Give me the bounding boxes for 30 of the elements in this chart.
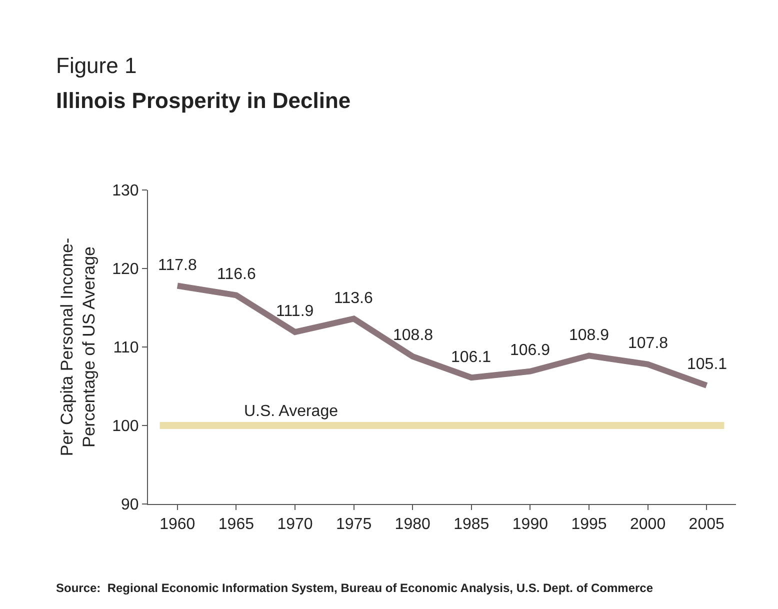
y-tick-label: 130 [112,182,139,200]
x-tick-label: 1970 [277,516,313,534]
y-tick-label: 90 [121,496,139,514]
data-label: 117.8 [158,257,197,274]
chart-title: Figure 1 [56,53,137,78]
x-tick-label: 1980 [394,516,430,534]
data-label: 116.6 [217,266,256,283]
x-tick-label: 1995 [571,516,607,534]
x-tick-label: 1965 [218,516,254,534]
data-label: 107.8 [628,335,668,352]
x-tick-label: 1990 [512,516,548,534]
ref-line-label: U.S. Average [244,403,338,420]
data-label: 108.9 [569,327,610,344]
data-label: 113.6 [334,290,373,307]
x-tick-label: 2000 [630,516,666,534]
x-tick-label: 2005 [688,516,724,534]
x-tick-label: 1975 [336,516,372,534]
source-note: Source: Regional Economic Information System, Bureau of Economic Analysis, U.S. Dept. of Commerce [56,581,654,595]
y-tick-label: 110 [113,340,139,357]
x-tick-label: 1960 [160,516,196,534]
data-label: 108.8 [393,327,434,344]
data-label: 106.1 [451,349,492,366]
chart-subtitle: Illinois Prosperity in Decline [56,88,351,113]
data-label: 105.1 [687,356,728,373]
data-label: 106.9 [510,342,550,359]
y-axis-title: Per Capita Personal Income- Percentage of US Average [58,238,99,456]
x-tick-label: 1985 [454,516,490,534]
y-tick-label: 100 [112,418,139,436]
y-tick-label: 120 [112,261,139,278]
data-label: 111.9 [276,303,314,320]
